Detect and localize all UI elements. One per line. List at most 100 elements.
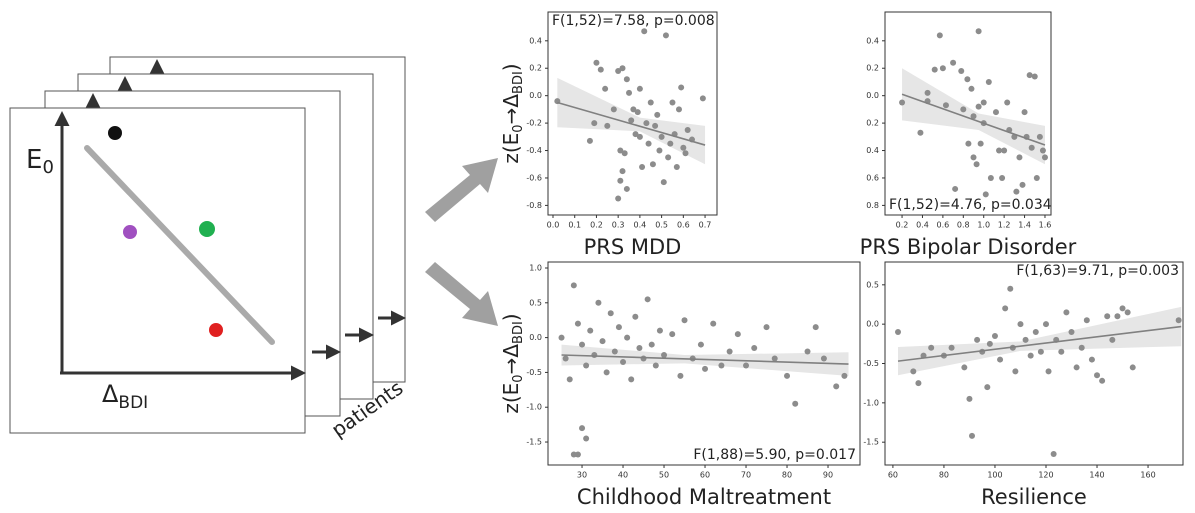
point [1026,72,1033,79]
y-axis-label: E0 [26,145,54,179]
point [1002,305,1009,312]
point [928,344,935,351]
point [1012,368,1019,375]
y-tick-label: -0.2 [526,119,542,128]
point [980,99,987,106]
point [1109,336,1116,343]
point [640,355,647,362]
point [648,341,655,348]
y-axis-label-part: BDI [511,321,526,344]
point [974,336,981,343]
x-tick-label: 0.4 [916,221,929,230]
point [1078,344,1085,351]
point [820,355,827,362]
point [1083,317,1090,324]
point [684,126,691,133]
point [1004,99,1011,106]
point [726,348,733,355]
point [583,362,590,369]
point [669,331,676,338]
point [615,195,622,202]
point [960,106,967,113]
point [620,358,627,365]
point [615,324,622,331]
annotation: F(1,52)=7.58, p=0.008 [552,13,715,29]
point [763,324,770,331]
point [1007,285,1014,292]
point [1017,321,1024,328]
point [645,140,652,147]
point [610,106,617,113]
point [656,327,663,334]
point [660,179,667,186]
point [1050,450,1057,457]
point [1063,309,1070,316]
point [1021,109,1028,116]
point [936,32,943,39]
annotation: F(1,88)=5.90, p=0.017 [693,447,856,463]
x-axis-label: ΔBDI [102,380,148,413]
point [970,113,977,120]
y-axis-label-part: →Δ [499,94,523,125]
point [628,376,635,383]
point [632,131,639,138]
point [965,140,972,147]
point [1124,309,1131,316]
point [710,320,717,327]
point [562,355,569,362]
point [942,102,949,109]
x-tick-label: 0.6 [937,221,950,230]
point [1028,144,1035,151]
point [1119,305,1126,312]
y-axis-label-part: ) [499,63,523,71]
x-tick-label: 160 [1140,471,1155,480]
point [975,28,982,35]
x-tick-label: 100 [987,471,1002,480]
flow-arrow [425,158,498,222]
y-tick-label: 0.2 [866,64,879,73]
point [987,174,994,181]
y-axis-label-part: BDI [511,71,526,94]
point [617,177,624,184]
y-tick-label: -0.8 [526,201,542,210]
point [997,356,1004,363]
point [751,345,758,352]
point [1042,321,1049,328]
dot [123,225,137,239]
point [654,111,661,118]
point [626,89,633,96]
y-tick-label: 0.0 [529,333,542,342]
point [1039,147,1046,154]
x-tick-label: 1.2 [998,221,1011,230]
point [1022,336,1029,343]
flow-arrow [425,262,498,326]
point [966,395,973,402]
point [1073,364,1080,371]
y-tick-label: 0.0 [866,91,879,100]
point [649,161,656,168]
y-tick-label: 0.5 [866,280,879,289]
point [665,154,672,161]
point [1058,348,1065,355]
point [644,296,651,303]
x-tick-label: 0.5 [655,221,668,230]
x-tick-label: 60 [888,471,898,480]
point [604,122,611,129]
x-tick-label: 1.0 [977,221,990,230]
point [597,66,604,73]
x-axis-label: PRS MDD [584,235,682,259]
point [677,372,684,379]
x-tick-label: 0.7 [699,221,712,230]
y-axis-label: z(E0→ΔBDI) [499,313,526,413]
point [697,341,704,348]
point [615,67,622,74]
point [948,344,955,351]
y-tick-label: 0.4 [866,146,879,155]
point [699,95,706,102]
x-tick-label: 30 [577,471,587,480]
point [1027,352,1034,359]
point [611,348,618,355]
point [1094,372,1101,379]
point [595,299,602,306]
point [591,120,598,127]
